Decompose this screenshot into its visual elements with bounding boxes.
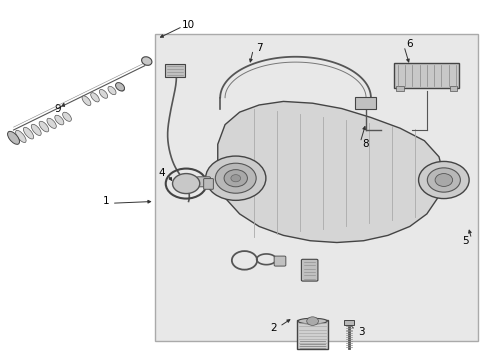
Circle shape [427, 168, 459, 192]
Polygon shape [217, 102, 443, 243]
Ellipse shape [115, 82, 124, 91]
Text: 9: 9 [54, 104, 61, 113]
Text: 1: 1 [102, 197, 109, 206]
Circle shape [306, 317, 318, 325]
Circle shape [418, 161, 468, 199]
FancyBboxPatch shape [393, 63, 458, 88]
Ellipse shape [142, 57, 152, 65]
Circle shape [230, 175, 240, 182]
Circle shape [224, 170, 247, 187]
Circle shape [172, 174, 200, 194]
FancyBboxPatch shape [355, 97, 375, 109]
Bar [344, 320, 353, 325]
Text: 4: 4 [158, 168, 165, 178]
FancyBboxPatch shape [274, 256, 285, 266]
Ellipse shape [116, 83, 124, 91]
Ellipse shape [31, 124, 41, 135]
Ellipse shape [23, 127, 34, 139]
Text: 2: 2 [270, 323, 276, 333]
FancyBboxPatch shape [203, 179, 213, 189]
Circle shape [205, 156, 265, 201]
Ellipse shape [39, 121, 49, 132]
Ellipse shape [7, 131, 20, 144]
Ellipse shape [55, 115, 64, 125]
Ellipse shape [16, 130, 26, 143]
Ellipse shape [108, 86, 116, 95]
Circle shape [434, 174, 452, 186]
Bar [395, 86, 403, 91]
Bar [154, 33, 477, 341]
Ellipse shape [297, 318, 326, 324]
Text: 8: 8 [362, 139, 368, 149]
Ellipse shape [99, 90, 107, 98]
FancyBboxPatch shape [197, 177, 210, 187]
Ellipse shape [90, 93, 99, 102]
FancyBboxPatch shape [164, 64, 185, 77]
Text: 7: 7 [255, 43, 262, 53]
Text: 6: 6 [406, 39, 412, 49]
Text: 3: 3 [357, 327, 364, 337]
FancyBboxPatch shape [301, 259, 317, 281]
Ellipse shape [82, 96, 91, 105]
Text: 5: 5 [462, 236, 468, 246]
Text: 10: 10 [182, 19, 195, 30]
Ellipse shape [47, 118, 56, 129]
Circle shape [215, 163, 256, 193]
FancyBboxPatch shape [296, 320, 327, 348]
Bar [449, 86, 457, 91]
Ellipse shape [62, 112, 71, 121]
